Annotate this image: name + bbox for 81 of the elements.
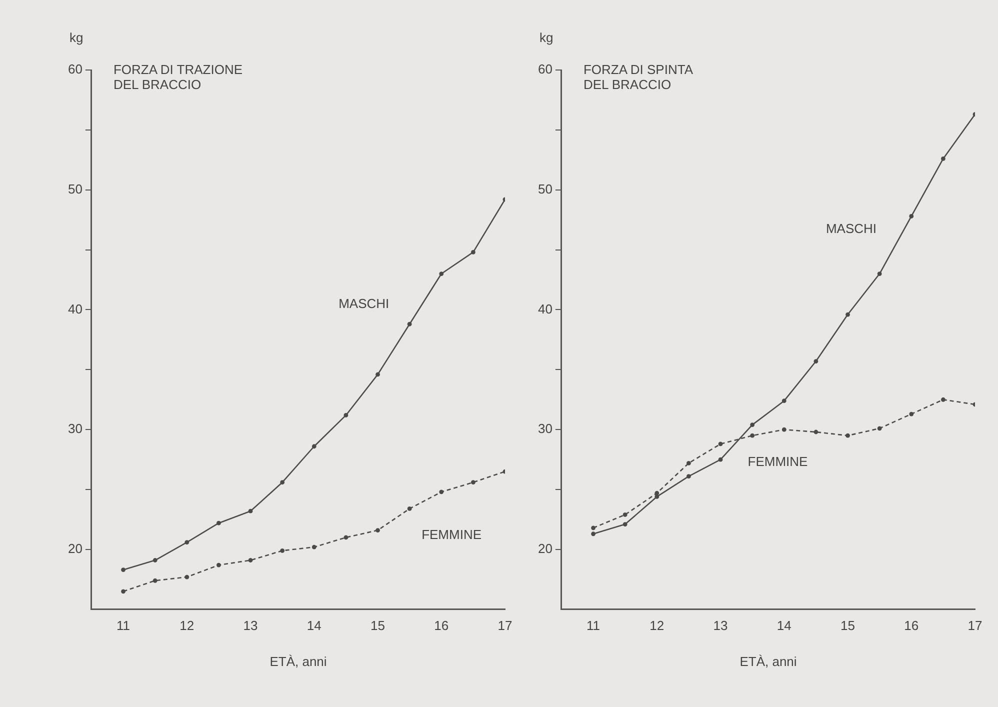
x-tick-label: 17: [498, 618, 512, 633]
point: [344, 413, 348, 418]
x-tick-label: 16: [434, 618, 449, 633]
point: [814, 430, 818, 434]
y-tick-label: 50: [538, 181, 552, 196]
point: [248, 508, 253, 514]
y-tick-label: 40: [538, 301, 552, 316]
point: [846, 312, 850, 317]
point: [877, 272, 882, 276]
point: [591, 526, 596, 530]
y-tick-label: 60: [68, 62, 82, 77]
y-tick-label: 30: [538, 421, 552, 436]
series-label: FEMMINE: [422, 526, 482, 542]
point: [376, 528, 380, 532]
point: [344, 535, 348, 540]
point: [407, 322, 412, 326]
y-tick-label: 20: [68, 541, 82, 556]
x-tick-label: 14: [776, 618, 792, 633]
point: [152, 558, 158, 562]
point: [280, 548, 285, 553]
x-tick-label: 13: [713, 618, 728, 633]
y-tick-label: 30: [68, 421, 82, 436]
point: [470, 250, 476, 254]
point: [718, 442, 723, 446]
point: [121, 589, 126, 594]
point: [940, 397, 946, 402]
point: [184, 540, 190, 544]
y-axis-title: kg: [69, 30, 84, 45]
point: [216, 562, 221, 568]
x-tick-label: 13: [243, 618, 258, 633]
series-label: FEMMINE: [748, 454, 808, 469]
point: [750, 422, 755, 428]
x-tick-label: 16: [904, 618, 919, 633]
point: [312, 444, 316, 449]
x-axis-title: ETÀ, anni: [740, 654, 797, 670]
point: [376, 372, 380, 377]
point: [152, 578, 158, 583]
x-tick-label: 15: [370, 618, 385, 633]
x-tick-label: 15: [840, 618, 855, 633]
point: [750, 433, 755, 438]
point: [622, 522, 628, 526]
x-tick-label: 12: [650, 618, 664, 633]
point: [782, 398, 786, 404]
point: [439, 272, 444, 276]
point: [782, 427, 786, 432]
point: [654, 494, 660, 499]
point: [470, 480, 476, 485]
point: [216, 520, 221, 526]
y-tick-label: 40: [68, 301, 82, 316]
point: [909, 412, 914, 416]
x-tick-label: 11: [116, 618, 130, 633]
point: [312, 544, 316, 550]
point: [877, 426, 882, 431]
point: [280, 480, 285, 485]
point: [940, 156, 946, 161]
y-tick-label: 50: [68, 181, 82, 196]
series-label: MASCHI: [826, 221, 876, 236]
point: [718, 457, 723, 462]
point: [686, 460, 691, 466]
x-tick-label: 11: [586, 618, 600, 633]
point: [184, 574, 190, 580]
x-tick-label: 17: [968, 618, 982, 633]
point: [591, 532, 596, 536]
chart-title: FORZA DI SPINTA DEL BRACCIO: [583, 62, 694, 92]
y-tick-label: 60: [538, 62, 552, 77]
point: [121, 568, 126, 572]
point: [814, 359, 818, 364]
y-axis-title: kg: [539, 30, 554, 45]
x-tick-label: 14: [306, 618, 322, 633]
x-tick-label: 12: [180, 618, 194, 633]
chart-title: FORZA DI TRAZIONE DEL BRACCIO: [113, 62, 243, 92]
series-label: MASCHI: [338, 296, 390, 312]
point: [407, 506, 412, 511]
point: [846, 433, 850, 438]
point: [909, 214, 914, 218]
point: [622, 512, 628, 517]
point: [248, 558, 253, 562]
point: [686, 474, 691, 479]
y-tick-label: 20: [538, 541, 552, 556]
point: [439, 490, 444, 494]
x-axis-title: ETÀ, anni: [270, 654, 327, 670]
